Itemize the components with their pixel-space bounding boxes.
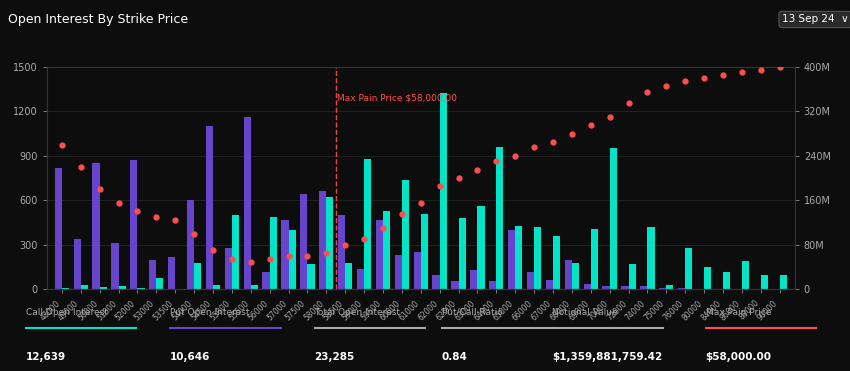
- Bar: [187, 200, 194, 289]
- Bar: [439, 93, 447, 289]
- Bar: [527, 272, 534, 289]
- Bar: [666, 285, 673, 289]
- Bar: [591, 229, 598, 289]
- Text: Call Open Interest: Call Open Interest: [26, 308, 107, 317]
- Bar: [326, 197, 333, 289]
- Text: Notional Value: Notional Value: [552, 308, 618, 317]
- Bar: [111, 243, 118, 289]
- Bar: [534, 227, 541, 289]
- Bar: [659, 288, 666, 289]
- Bar: [685, 248, 693, 289]
- Bar: [281, 220, 288, 289]
- Bar: [364, 159, 371, 289]
- Bar: [93, 163, 99, 289]
- Text: Total Open Interest: Total Open Interest: [314, 308, 400, 317]
- Bar: [609, 148, 617, 289]
- Text: Max Pain Price: Max Pain Price: [706, 308, 771, 317]
- Bar: [300, 194, 308, 289]
- Bar: [194, 263, 201, 289]
- Bar: [206, 126, 213, 289]
- Bar: [723, 272, 730, 289]
- Bar: [704, 267, 711, 289]
- Bar: [394, 255, 402, 289]
- Bar: [761, 275, 768, 289]
- Text: $1,359,881,759.42: $1,359,881,759.42: [552, 352, 663, 362]
- Text: 23,285: 23,285: [314, 352, 354, 362]
- Bar: [564, 260, 572, 289]
- Bar: [319, 191, 326, 289]
- Bar: [433, 275, 439, 289]
- Bar: [489, 281, 496, 289]
- Bar: [224, 248, 232, 289]
- Bar: [288, 230, 296, 289]
- Text: 10,646: 10,646: [170, 352, 210, 362]
- Text: Open Interest By Strike Price: Open Interest By Strike Price: [8, 13, 189, 26]
- Bar: [603, 286, 609, 289]
- Text: Put Open Interest: Put Open Interest: [170, 308, 250, 317]
- Bar: [149, 260, 156, 289]
- Bar: [118, 286, 126, 289]
- Text: $58,000.00: $58,000.00: [706, 352, 772, 362]
- Bar: [508, 230, 515, 289]
- Bar: [54, 168, 62, 289]
- Bar: [156, 278, 163, 289]
- Bar: [345, 263, 353, 289]
- Bar: [338, 215, 345, 289]
- Bar: [244, 117, 251, 289]
- Bar: [572, 263, 579, 289]
- Bar: [470, 270, 478, 289]
- Bar: [81, 285, 88, 289]
- Bar: [678, 288, 685, 289]
- Bar: [458, 218, 466, 289]
- Bar: [414, 252, 421, 289]
- Bar: [496, 147, 503, 289]
- Bar: [62, 288, 69, 289]
- Bar: [421, 214, 428, 289]
- Bar: [779, 275, 787, 289]
- Bar: [232, 215, 239, 289]
- Bar: [308, 264, 314, 289]
- Bar: [402, 180, 409, 289]
- Bar: [478, 206, 484, 289]
- Bar: [648, 227, 654, 289]
- Bar: [251, 285, 258, 289]
- Bar: [263, 272, 269, 289]
- Bar: [99, 287, 107, 289]
- Text: Put/Call Ratio: Put/Call Ratio: [442, 308, 502, 317]
- Text: 12,639: 12,639: [26, 352, 65, 362]
- Bar: [130, 160, 138, 289]
- Bar: [553, 236, 560, 289]
- Bar: [74, 239, 81, 289]
- Bar: [584, 284, 591, 289]
- Bar: [269, 217, 277, 289]
- Text: Max Pain Price $58,000.00: Max Pain Price $58,000.00: [337, 93, 456, 102]
- Bar: [515, 226, 523, 289]
- Bar: [451, 281, 458, 289]
- Bar: [376, 220, 383, 289]
- Text: 13 Sep 24  ∨: 13 Sep 24 ∨: [782, 14, 849, 24]
- Bar: [213, 285, 220, 289]
- Bar: [628, 264, 636, 289]
- Bar: [168, 257, 175, 289]
- Bar: [621, 286, 628, 289]
- Bar: [383, 211, 390, 289]
- Bar: [357, 269, 364, 289]
- Text: 0.84: 0.84: [442, 352, 468, 362]
- Bar: [640, 286, 648, 289]
- Bar: [742, 261, 749, 289]
- Bar: [138, 288, 145, 289]
- Bar: [546, 280, 553, 289]
